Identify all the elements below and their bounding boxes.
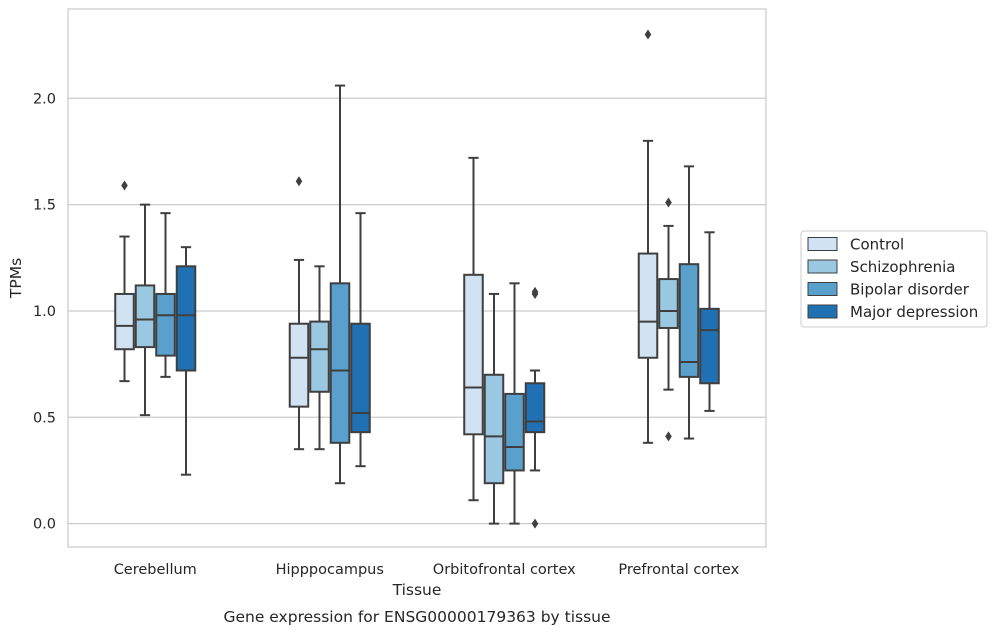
- box-3-2: [678, 165, 700, 440]
- box-iqr: [699, 307, 720, 385]
- box-iqr: [134, 284, 156, 349]
- box-0-0: [114, 180, 135, 383]
- box-1-3: [350, 212, 371, 468]
- box-iqr: [504, 392, 525, 472]
- x-axis-ticks: Cerebellum Hipppocampus Orbitofrontal cort…: [114, 562, 740, 578]
- outlier-point: [665, 197, 672, 208]
- x-axis-label: Tissue: [392, 581, 442, 599]
- box-iqr: [114, 292, 135, 351]
- legend-label: Schizophrenia: [850, 258, 955, 276]
- outlier-point: [531, 518, 539, 529]
- box-0-1: [134, 203, 156, 417]
- y-tick-label: 1.5: [33, 198, 56, 214]
- box-iqr: [483, 373, 505, 485]
- chart-title: Gene expression for ENSG00000179363 by t…: [223, 608, 610, 626]
- legend-swatch: [807, 259, 838, 274]
- legend-swatch: [807, 304, 838, 319]
- outlier-point: [644, 29, 652, 40]
- box-iqr: [175, 265, 197, 372]
- box-0-3: [175, 246, 197, 476]
- box-1-1: [309, 265, 330, 451]
- box-1-0: [288, 176, 310, 451]
- box-3-1: [658, 197, 679, 442]
- outlier-point: [295, 176, 303, 187]
- y-axis-ticks: 0.0 0.5 1.0 1.5 2.0: [33, 91, 56, 532]
- plot-area-frame: [67, 8, 767, 548]
- y-tick-label: 0.5: [33, 410, 56, 426]
- box-iqr: [524, 382, 546, 434]
- box-iqr: [658, 278, 679, 329]
- box-3-0: [637, 29, 659, 444]
- box-1-2: [329, 84, 351, 485]
- outlier-point: [665, 431, 672, 442]
- box-iqr: [637, 252, 659, 359]
- y-tick-label: 1.0: [33, 304, 56, 320]
- x-tick-label: Prefrontal cortex: [618, 562, 739, 578]
- box-iqr: [329, 282, 351, 444]
- legend-label: Control: [850, 236, 904, 254]
- box-iqr: [463, 273, 484, 436]
- legend-label: Major depression: [850, 303, 978, 321]
- legend-label: Bipolar disorder: [850, 281, 970, 299]
- box-iqr: [288, 322, 310, 408]
- legend: Control Schizophrenia Bipolar disorder Majo…: [800, 230, 988, 328]
- box-2-1: [483, 292, 505, 525]
- x-tick-label: Cerebellum: [114, 562, 197, 578]
- box-3-3: [699, 231, 720, 412]
- outlier-point: [121, 180, 128, 191]
- boxes: [114, 29, 720, 529]
- box-2-2: [504, 282, 525, 525]
- y-tick-label: 0.0: [33, 517, 56, 533]
- box-iqr: [155, 292, 176, 357]
- box-iqr: [678, 263, 700, 378]
- box-2-3: [524, 286, 546, 529]
- legend-swatch: [807, 237, 838, 251]
- y-axis-label: TPMs: [7, 258, 25, 299]
- x-tick-label: Hipppocampus: [276, 562, 384, 578]
- box-iqr: [309, 320, 330, 393]
- y-tick-label: 2.0: [33, 91, 56, 107]
- legend-swatch: [807, 282, 838, 296]
- x-tick-label: Orbitofrontal cortex: [433, 562, 576, 578]
- box-0-2: [155, 212, 176, 378]
- box-2-0: [463, 156, 484, 502]
- outlier-point: [531, 286, 539, 297]
- legend-frame: [800, 230, 988, 328]
- box-iqr: [350, 322, 371, 434]
